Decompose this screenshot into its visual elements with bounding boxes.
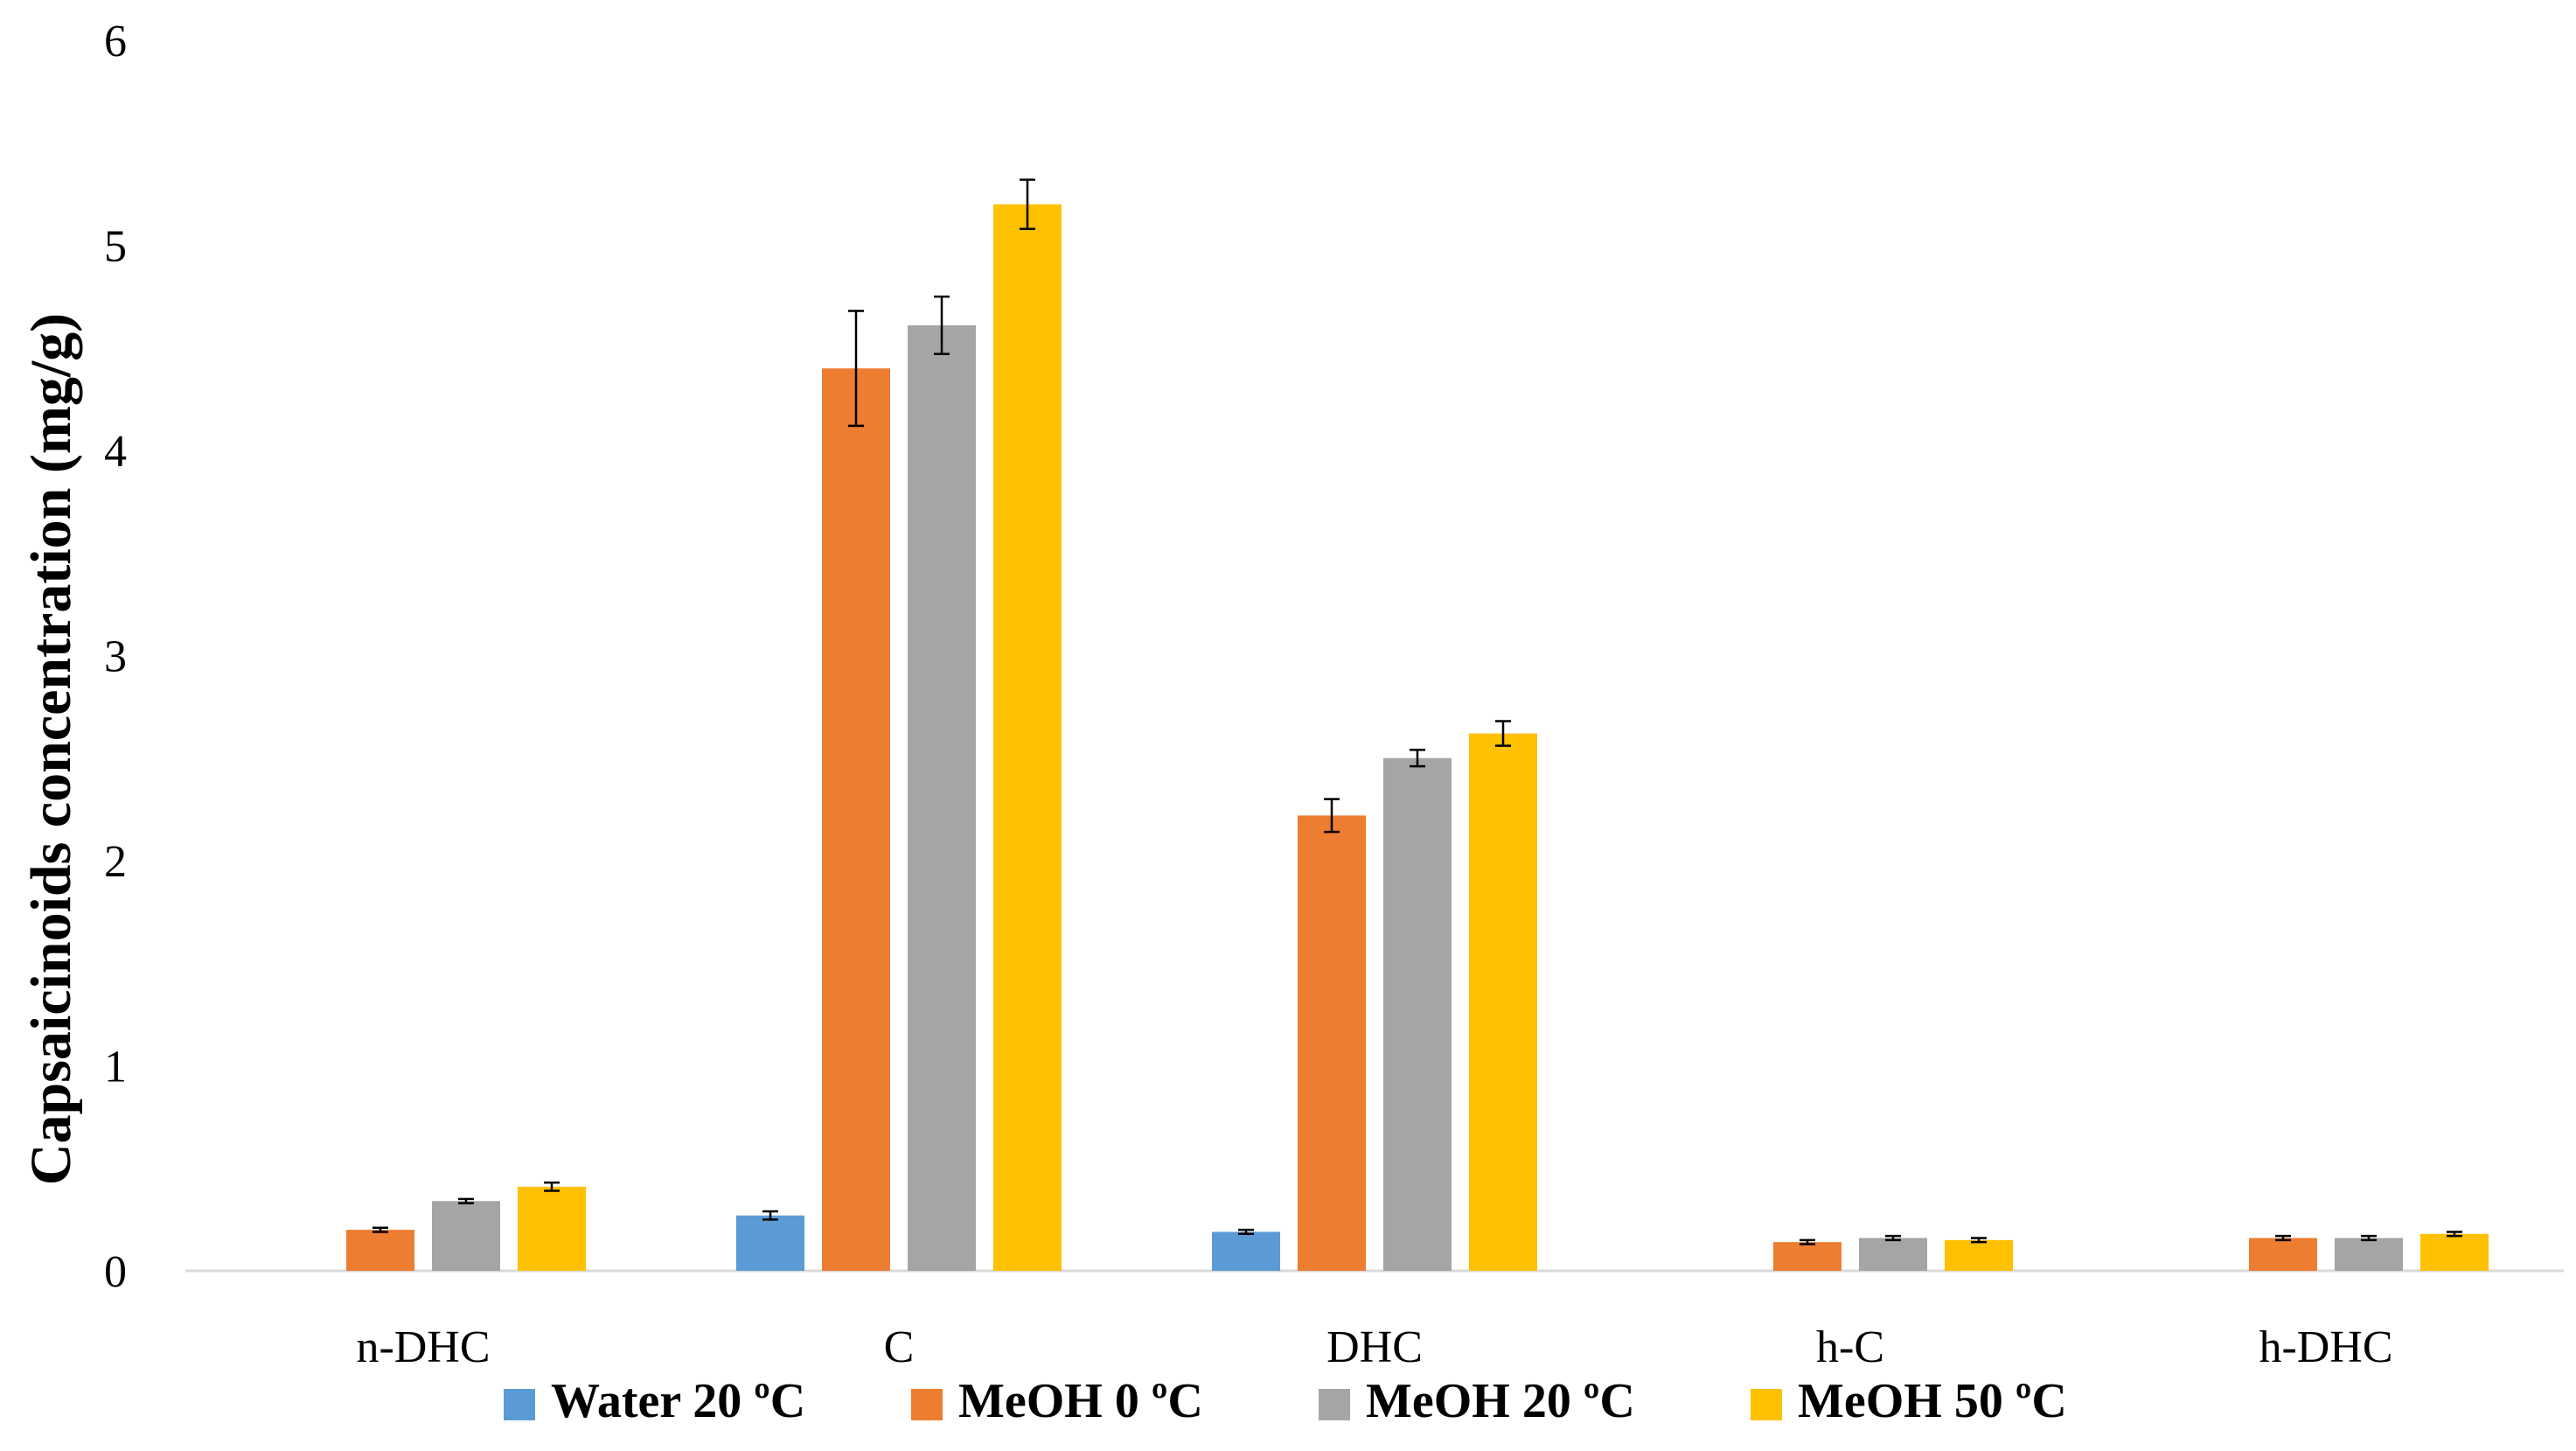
legend-swatch — [1751, 1389, 1782, 1420]
y-tick-label: 2 — [104, 837, 127, 887]
error-bar-n-dhc-series-2 — [458, 1197, 474, 1204]
error-bar-h-dhc-series-3 — [2447, 1231, 2462, 1238]
legend-swatch — [504, 1389, 535, 1420]
y-tick-label: 5 — [104, 222, 127, 272]
bar-dhc-series-1 — [1298, 815, 1366, 1271]
legend-label: MeOH 0 ºC — [958, 1374, 1203, 1428]
y-tick-label: 4 — [104, 427, 127, 477]
error-bar-c-series-0 — [762, 1210, 778, 1221]
error-bars — [372, 178, 2462, 1245]
bar-n-dhc-series-3 — [518, 1186, 586, 1271]
error-bar-h-dhc-series-1 — [2275, 1234, 2291, 1242]
legend-item[interactable]: MeOH 50 ºC — [1751, 1374, 2067, 1428]
legend-label: MeOH 20 ºC — [1366, 1374, 1635, 1428]
legend-item[interactable]: MeOH 20 ºC — [1319, 1374, 1635, 1428]
y-axis-title: Capsaicinoids concentration (mg/g) — [19, 313, 83, 1185]
legend-label: Water 20 ºC — [551, 1374, 805, 1428]
bar-n-dhc-series-1 — [346, 1230, 414, 1271]
x-axis-categories: n-DHC C DHC h-C h-DHC — [356, 1322, 2392, 1372]
legend-label: MeOH 50 ºC — [1798, 1374, 2067, 1428]
legend-item[interactable]: Water 20 ºC — [504, 1374, 805, 1428]
bar-dhc-series-2 — [1383, 757, 1452, 1271]
error-bar-h-c-series-3 — [1971, 1237, 1987, 1244]
y-axis-ticks: 0 1 2 3 4 5 6 — [104, 17, 127, 1297]
bar-h-dhc-series-3 — [2420, 1233, 2489, 1271]
x-tick-label: h-C — [1816, 1322, 1884, 1372]
error-bar-h-dhc-series-2 — [2361, 1234, 2377, 1242]
error-bar-c-series-3 — [1020, 178, 1035, 230]
error-bar-c-series-2 — [934, 295, 950, 356]
x-tick-label: n-DHC — [356, 1322, 490, 1372]
legend-swatch — [911, 1389, 943, 1420]
error-bar-h-c-series-2 — [1885, 1234, 1901, 1242]
legend-swatch — [1319, 1389, 1350, 1420]
bar-n-dhc-series-2 — [432, 1201, 500, 1271]
error-bar-c-series-1 — [848, 310, 864, 428]
error-bar-n-dhc-series-1 — [372, 1226, 388, 1233]
error-bar-dhc-series-1 — [1324, 798, 1340, 834]
x-tick-label: DHC — [1326, 1322, 1423, 1372]
error-bar-h-c-series-1 — [1800, 1238, 1815, 1245]
bar-c-series-3 — [993, 204, 1062, 1272]
error-bar-dhc-series-3 — [1495, 720, 1511, 747]
bar-h-c-series-2 — [1859, 1238, 1927, 1271]
bar-h-c-series-1 — [1773, 1242, 1841, 1271]
bar-c-series-1 — [822, 368, 890, 1272]
x-tick-label: h-DHC — [2259, 1322, 2392, 1372]
bar-c-series-2 — [908, 324, 976, 1272]
error-bar-dhc-series-2 — [1410, 749, 1425, 768]
bars — [346, 204, 2489, 1272]
bar-dhc-series-3 — [1469, 733, 1537, 1271]
bar-c-series-0 — [736, 1215, 804, 1271]
bar-h-c-series-3 — [1945, 1239, 2013, 1271]
y-tick-label: 3 — [104, 632, 127, 682]
y-tick-label: 1 — [104, 1043, 127, 1092]
legend[interactable]: Water 20 ºC MeOH 0 ºC MeOH 20 ºC MeOH 50 ºC — [504, 1374, 2067, 1428]
x-tick-label: C — [884, 1322, 915, 1372]
bar-dhc-series-0 — [1212, 1231, 1280, 1271]
bar-h-dhc-series-1 — [2249, 1238, 2317, 1271]
legend-item[interactable]: MeOH 0 ºC — [911, 1374, 1203, 1428]
error-bar-dhc-series-0 — [1238, 1228, 1254, 1236]
bar-h-dhc-series-2 — [2335, 1238, 2403, 1271]
y-tick-label: 6 — [104, 17, 127, 66]
error-bar-n-dhc-series-3 — [544, 1181, 560, 1192]
y-tick-label: 0 — [104, 1247, 127, 1297]
